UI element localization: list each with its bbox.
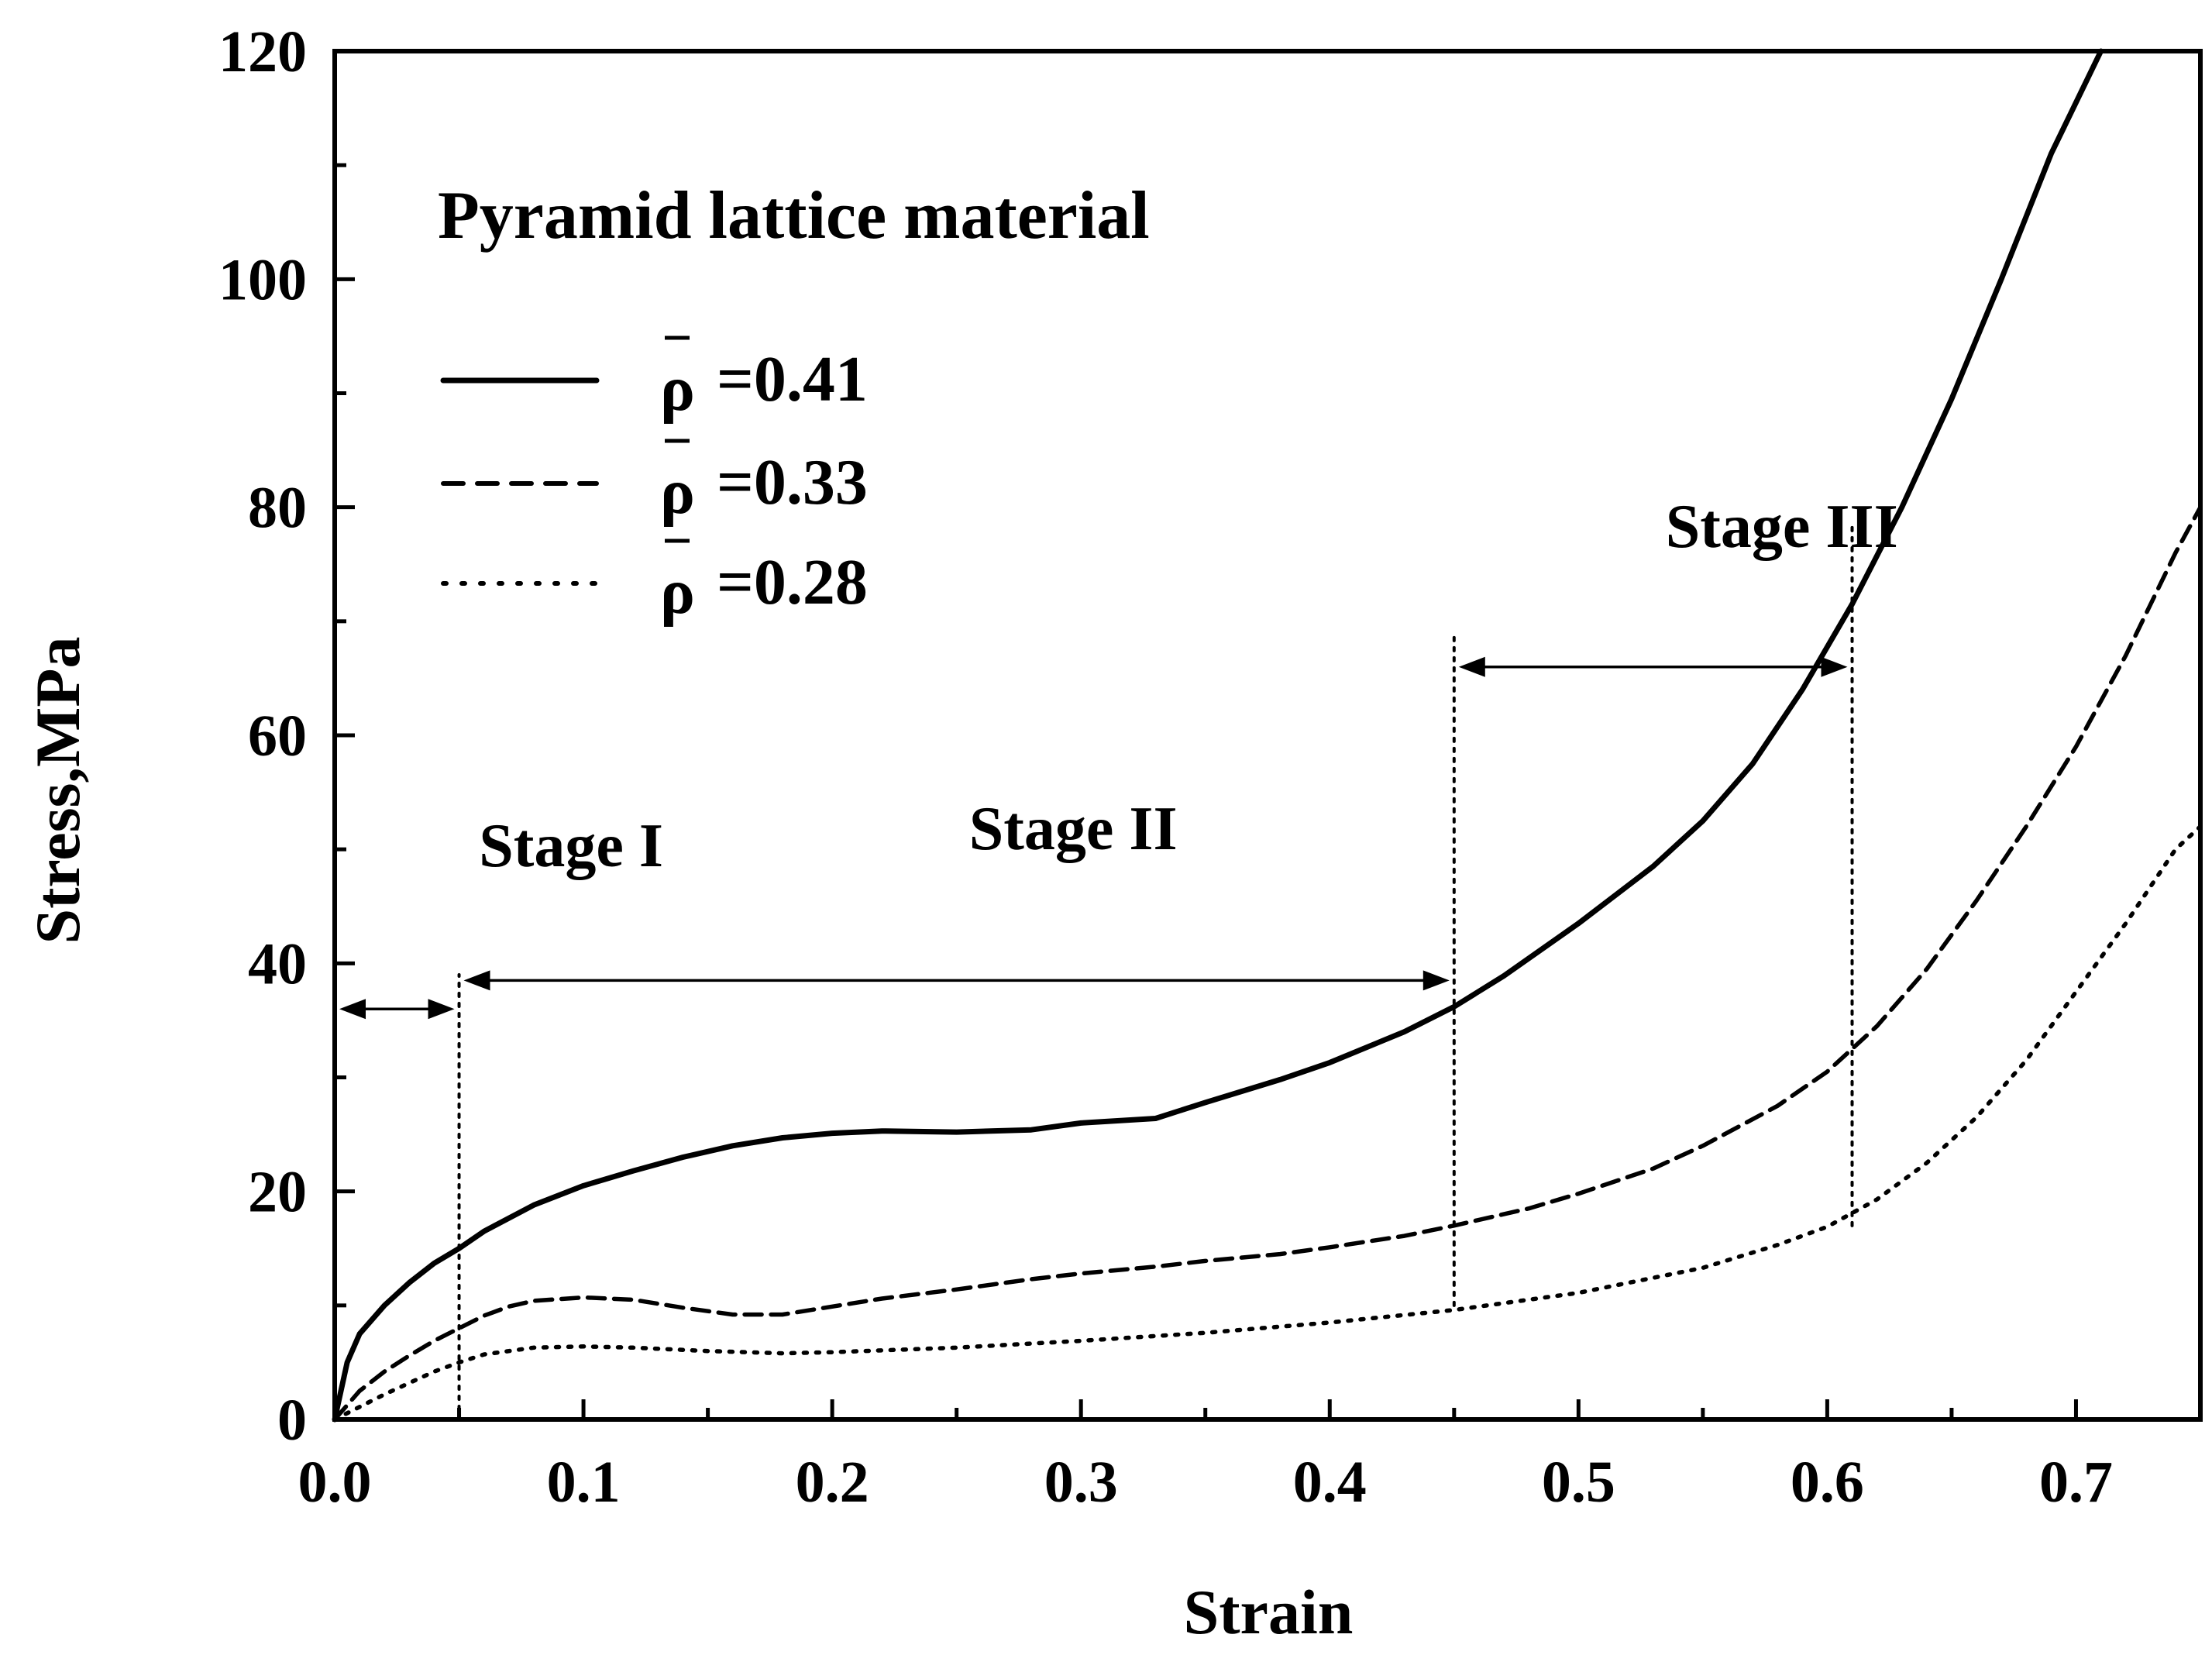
legend-value: =0.41 <box>717 343 868 415</box>
y-tick-label: 80 <box>248 476 307 541</box>
series-line-1 <box>332 48 2104 1423</box>
y-tick-label: 100 <box>218 247 307 312</box>
legend-entry-2: ρ =0.33 <box>441 439 868 528</box>
stage-label-1: Stage I <box>479 812 663 880</box>
y-tick-label: 20 <box>248 1160 307 1225</box>
stage-arrow-2 <box>463 970 1450 991</box>
stage-boundaries <box>457 522 1854 1421</box>
x-tick-label: 0.1 <box>547 1450 621 1515</box>
x-axis-title: Strain <box>1184 1577 1354 1647</box>
legend-entry-3: ρ =0.28 <box>441 538 868 628</box>
x-tick-label: 0.2 <box>796 1450 869 1515</box>
legend-value: =0.33 <box>717 446 868 518</box>
tick-labels: 0.0 0.1 0.2 0.3 0.4 0.5 0.6 0.7 0 20 40 60 80 100 120 <box>218 19 2113 1515</box>
x-tick-label: 0.6 <box>1791 1450 1864 1515</box>
x-tick-label: 0.5 <box>1542 1450 1615 1515</box>
series-line-2 <box>332 504 2203 1422</box>
data-series <box>332 48 2203 1423</box>
axis-ticks <box>332 49 2203 1422</box>
legend-entry-1: ρ =0.41 <box>440 335 868 425</box>
legend-rho-symbol: ρ <box>660 556 695 628</box>
stage-arrow-1 <box>339 999 455 1020</box>
y-tick-label: 0 <box>277 1388 307 1453</box>
arrow-head <box>1422 970 1450 991</box>
legend: ρ =0.41 ρ =0.33 ρ =0.28 <box>440 335 868 628</box>
y-tick-label: 120 <box>218 19 307 84</box>
stage-label-3: Stage III <box>1666 493 1898 561</box>
y-tick-label: 60 <box>248 704 307 769</box>
x-tick-label: 0.7 <box>2039 1450 2113 1515</box>
arrow-head <box>463 970 490 991</box>
x-tick-label: 0.3 <box>1044 1450 1118 1515</box>
series-line-3 <box>332 824 2203 1422</box>
x-tick-label: 0.4 <box>1293 1450 1367 1515</box>
plot-frame <box>332 49 2203 1422</box>
stage-labels: Stage I Stage II Stage III <box>479 493 1898 880</box>
stage-label-2: Stage II <box>969 795 1178 863</box>
y-tick-label: 40 <box>248 931 307 996</box>
legend-value: =0.28 <box>717 546 868 618</box>
arrow-head <box>1458 656 1485 677</box>
y-axis-title: Stress,MPa <box>22 636 93 944</box>
legend-title: Pyramid lattice material <box>438 178 1150 253</box>
x-tick-label: 0.0 <box>298 1450 372 1515</box>
legend-rho-symbol: ρ <box>660 353 695 425</box>
arrow-head <box>1821 656 1848 677</box>
legend-rho-symbol: ρ <box>660 456 695 528</box>
arrow-head <box>428 999 455 1020</box>
arrow-head <box>339 999 366 1020</box>
stage-arrows <box>339 656 1848 1020</box>
stage-arrow-3 <box>1458 656 1848 677</box>
